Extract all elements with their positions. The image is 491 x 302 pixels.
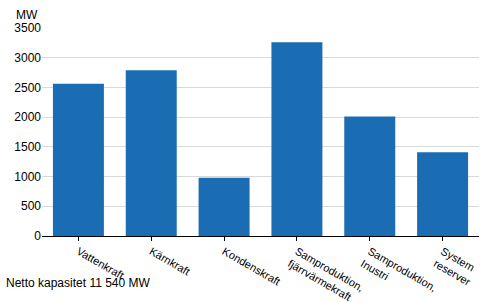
svg-text:1000: 1000 bbox=[14, 170, 41, 184]
svg-text:Netto kapasitet 11 540 MW: Netto kapasitet 11 540 MW bbox=[6, 276, 151, 290]
svg-text:Vattenkraft: Vattenkraft bbox=[75, 245, 126, 282]
svg-text:Samproduktion,Inustri: Samproduktion,Inustri bbox=[359, 245, 439, 302]
svg-text:3000: 3000 bbox=[14, 51, 41, 65]
svg-text:Systemreserver: Systemreserver bbox=[432, 245, 480, 288]
svg-text:MW: MW bbox=[16, 8, 38, 22]
svg-text:2000: 2000 bbox=[14, 110, 41, 124]
svg-text:Kondenskraft: Kondenskraft bbox=[220, 245, 282, 288]
svg-text:Samproduktion,fjärrvärmekraft: Samproduktion,fjärrvärmekraft bbox=[286, 245, 366, 302]
svg-text:2500: 2500 bbox=[14, 81, 41, 95]
svg-text:500: 500 bbox=[21, 199, 41, 213]
svg-text:0: 0 bbox=[34, 229, 41, 243]
svg-text:1500: 1500 bbox=[14, 140, 41, 154]
svg-text:3500: 3500 bbox=[14, 21, 41, 35]
svg-text:Kärnkraft: Kärnkraft bbox=[148, 245, 193, 278]
